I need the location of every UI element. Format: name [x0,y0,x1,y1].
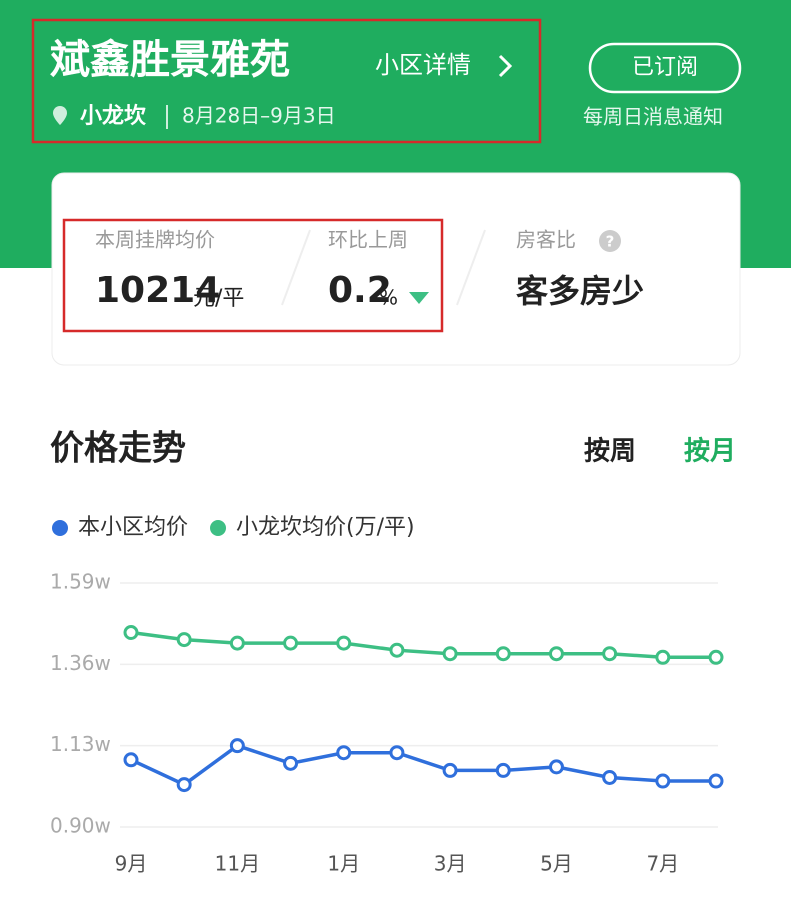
notice: 每周日消息通知 [583,105,723,129]
point [495,646,511,662]
point [176,632,192,648]
y-tick-label: 1.13w [50,732,111,756]
stat-unit: % [379,286,398,310]
pin-icon [53,106,67,125]
point [229,635,245,651]
stat-value: 10214 [95,270,220,311]
point [655,649,671,665]
legend-label: 本小区均价 [78,515,188,540]
point [389,642,405,658]
tab[interactable]: 按月 [684,436,736,467]
point [123,625,139,641]
series-line [130,630,716,660]
help-icon[interactable] [599,230,621,252]
point [283,755,299,771]
date-range: 8月28日–9月3日 [182,104,336,128]
point [495,762,511,778]
point [708,649,724,665]
subscribe-label[interactable]: 已订阅 [632,55,698,80]
point [548,759,564,775]
point [336,635,352,651]
highlight-box [31,18,542,144]
y-tick-label: 1.59w [50,570,111,594]
point [708,773,724,789]
point [442,762,458,778]
stats-card [51,172,741,366]
y-tick-label: 1.36w [50,651,111,675]
x-tick-label: 7月 [646,852,679,876]
point [176,777,192,793]
stat-value: 0.2 [328,270,392,311]
x-tick-label: 11月 [215,852,260,876]
point [655,773,671,789]
stat-value: 客多房少 [516,272,644,310]
stat-label: 房客比 [516,228,576,252]
detail-link[interactable]: 小区详情 [375,51,471,79]
point [602,769,618,785]
legend-dot [210,520,227,536]
legend-dot [52,520,68,536]
divider [456,229,486,306]
highlight-box [62,218,444,333]
title: 斌鑫胜景雅苑 [50,37,290,83]
x-tick-label: 5月 [540,852,573,876]
stat-label: 本周挂牌均价 [95,228,215,252]
x-tick-label: 9月 [115,852,148,876]
x-tick-label: 1月 [327,852,360,876]
point [336,745,352,761]
point [123,752,139,768]
section-title: 价格走势 [50,429,186,469]
point [602,646,618,662]
location: 小龙坎 [80,103,146,129]
chevron [498,54,513,78]
point [389,745,405,761]
point [442,646,458,662]
help-glyph: ? [606,233,615,251]
point [283,635,299,651]
y-tick-label: 0.90w [50,814,111,838]
tab[interactable]: 按周 [584,436,636,467]
legend-label: 小龙坎均价(万/平) [236,515,415,540]
subscribe-button[interactable] [588,42,742,94]
point [229,738,245,754]
x-tick-label: 3月 [434,852,467,876]
stat-unit: 元/平 [193,286,244,311]
point [548,646,564,662]
down-arrow [409,292,429,304]
series-line [130,743,716,787]
stat-label: 环比上周 [328,228,408,252]
divider [281,229,311,306]
